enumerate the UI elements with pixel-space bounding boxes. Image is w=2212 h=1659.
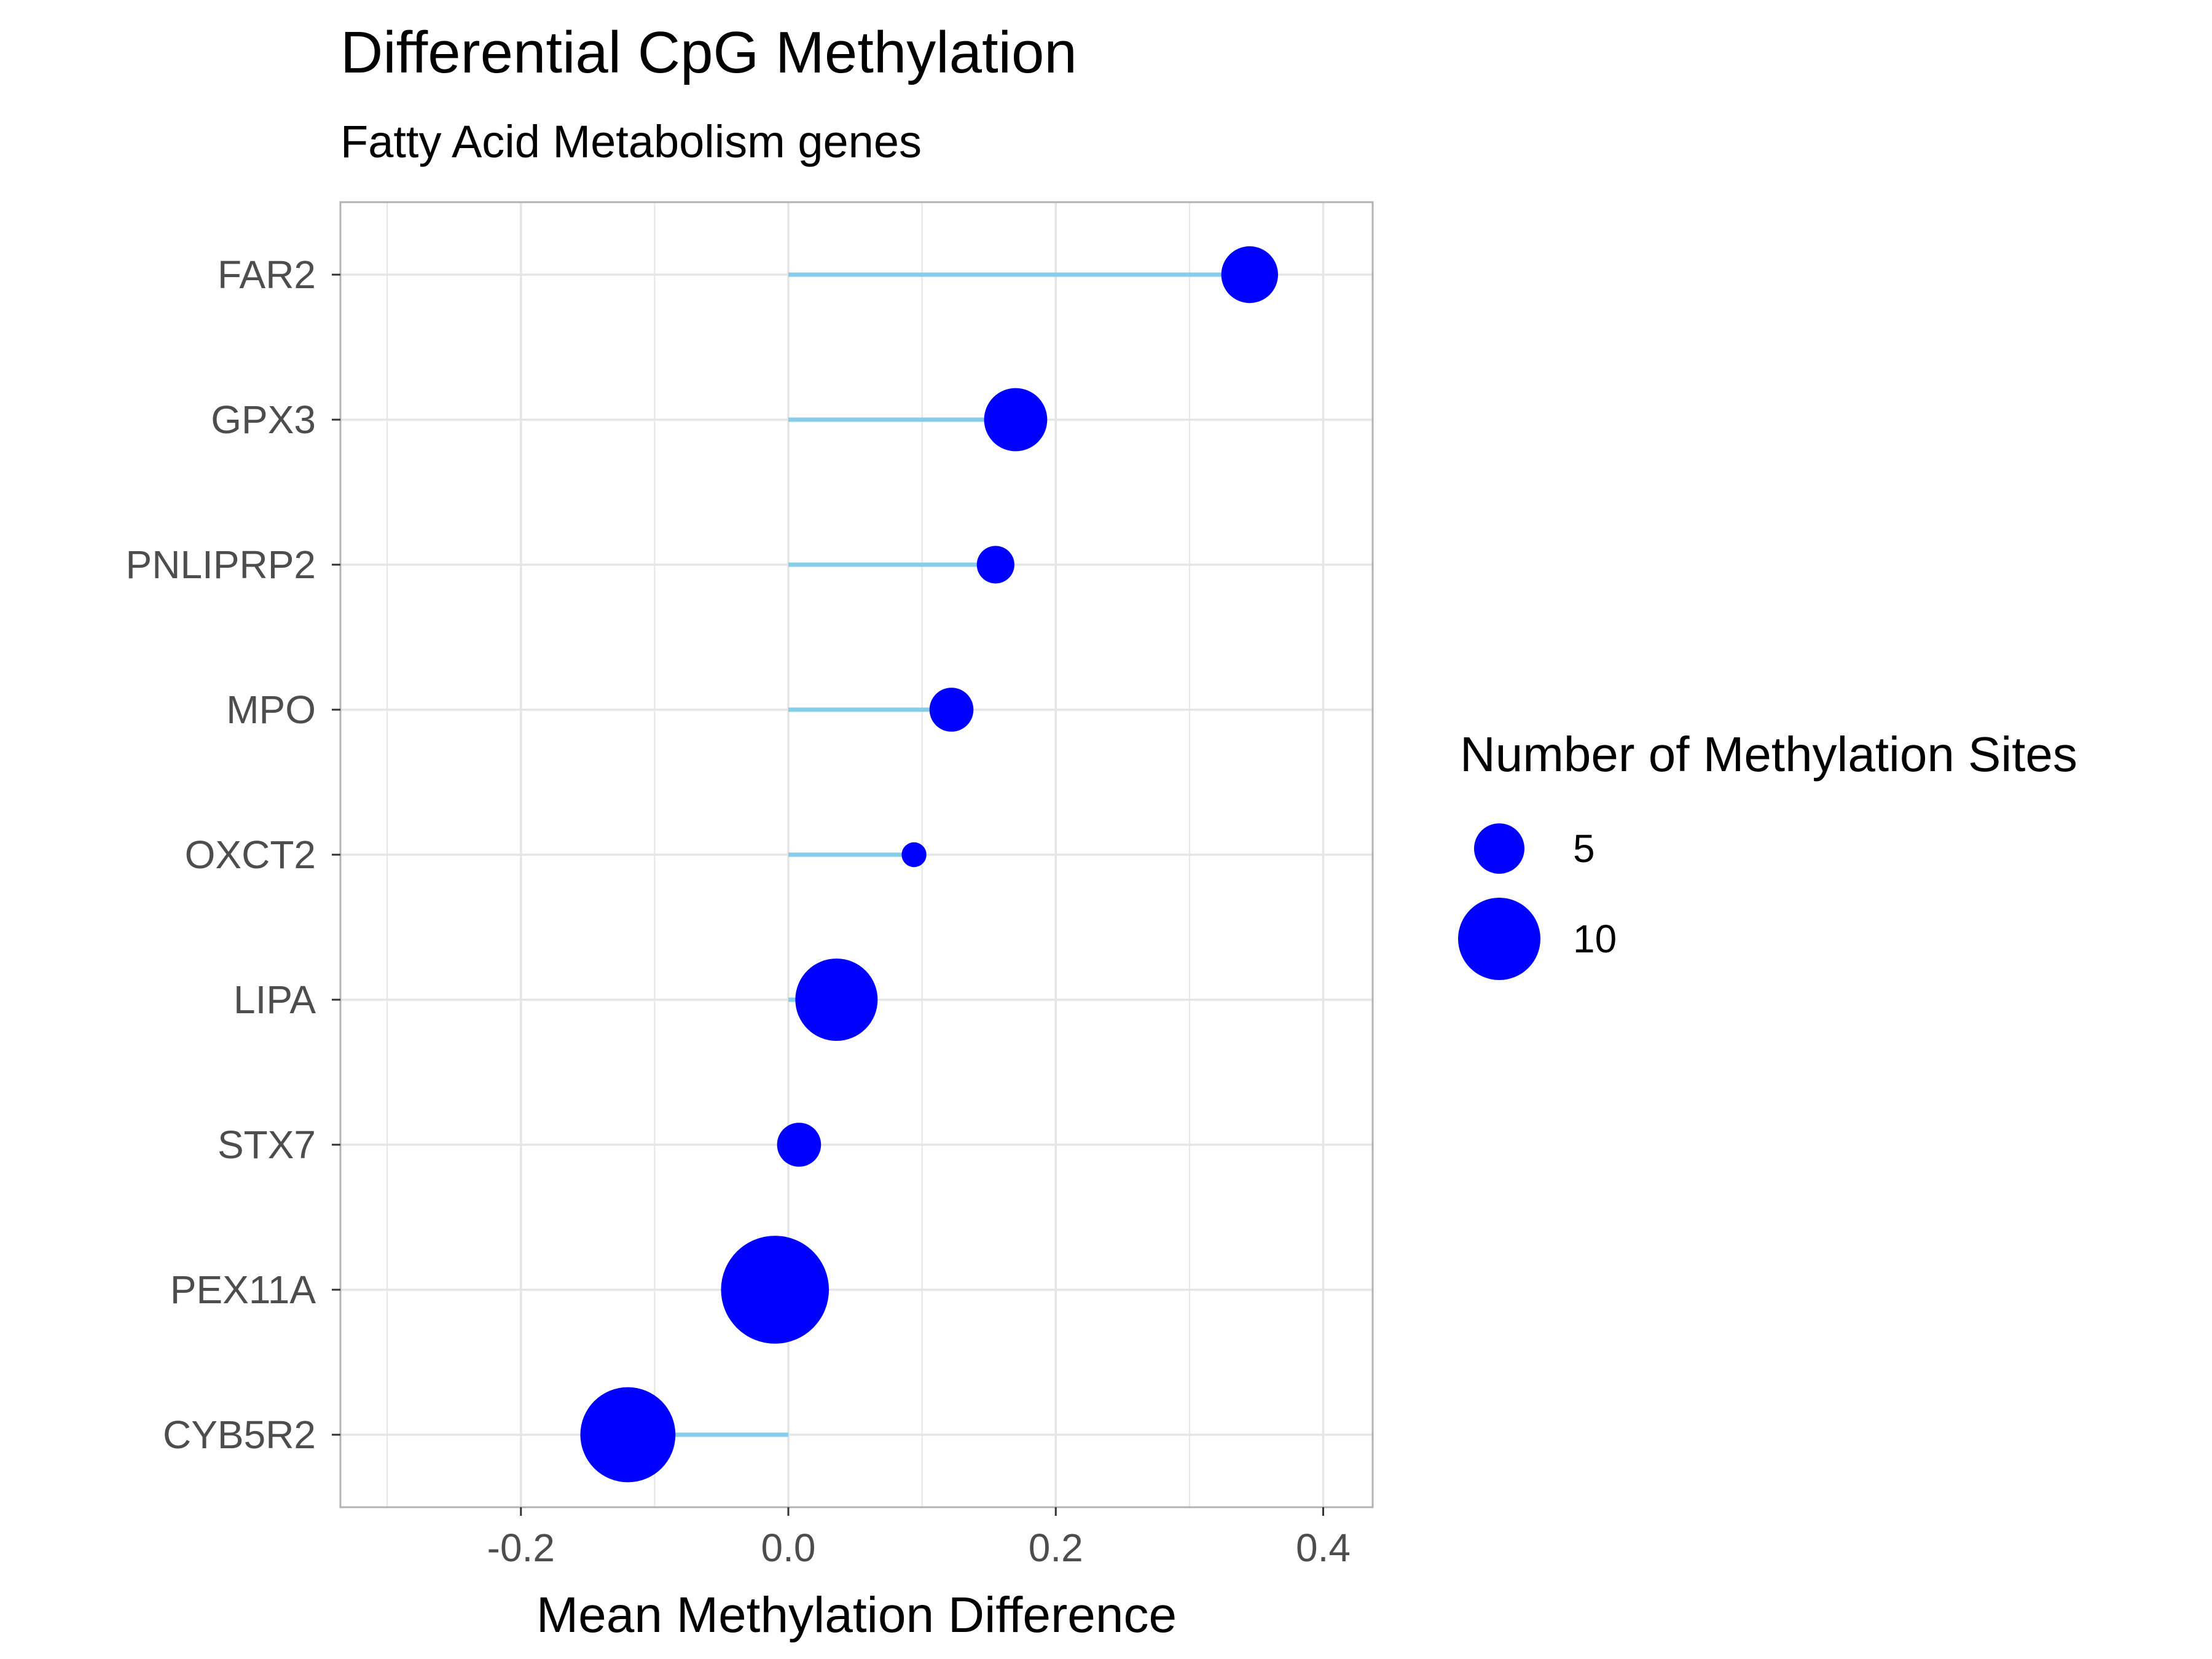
y-tick-label: LIPA (233, 978, 316, 1022)
x-tick-label: 0.0 (761, 1526, 816, 1570)
y-tick-label: FAR2 (218, 253, 316, 297)
data-point (795, 959, 878, 1041)
y-tick-label: CYB5R2 (163, 1413, 316, 1457)
data-point (721, 1236, 830, 1344)
x-tick-label: 0.4 (1296, 1526, 1351, 1570)
y-tick-label: OXCT2 (185, 833, 316, 877)
data-points (580, 246, 1278, 1483)
data-point (777, 1123, 822, 1167)
data-point (901, 842, 927, 868)
x-tick-label: 0.2 (1029, 1526, 1083, 1570)
legend-title: Number of Methylation Sites (1460, 727, 2077, 782)
legend-label: 10 (1573, 917, 1617, 961)
y-tick-label: MPO (226, 688, 316, 732)
legend: Number of Methylation Sites 5 10 (1458, 727, 2077, 980)
y-tick-label: PEX11A (170, 1268, 316, 1312)
y-tick-label: STX7 (218, 1123, 316, 1167)
y-axis: FAR2 GPX3 PNLIPRP2 MPO OXCT2 LIPA STX7 PEX11A CY… (126, 253, 340, 1457)
legend-label: 5 (1573, 826, 1595, 871)
chart-subtitle: Fatty Acid Metabolism genes (340, 116, 922, 167)
x-tick-label: -0.2 (487, 1526, 555, 1570)
chart-title: Differential CpG Methylation (340, 20, 1077, 85)
legend-key (1458, 898, 1540, 980)
y-tick-label: PNLIPRP2 (126, 543, 316, 587)
x-axis: -0.2 0.0 0.2 0.4 (487, 1507, 1351, 1570)
x-axis-label: Mean Methylation Difference (536, 1587, 1177, 1643)
data-point (580, 1387, 676, 1483)
data-point (1221, 246, 1278, 304)
y-tick-label: GPX3 (211, 398, 316, 442)
legend-key (1474, 823, 1524, 874)
data-point (984, 388, 1048, 452)
data-point (929, 688, 974, 732)
data-point (976, 546, 1014, 584)
